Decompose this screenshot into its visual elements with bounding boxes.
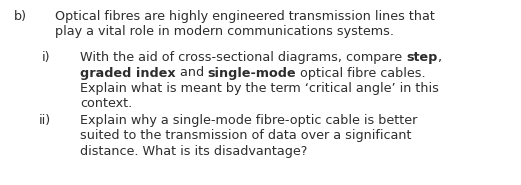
Text: context.: context. — [80, 97, 132, 110]
Text: ii): ii) — [39, 114, 51, 127]
Text: graded index: graded index — [80, 66, 176, 80]
Text: i): i) — [42, 51, 51, 64]
Text: Optical fibres are highly engineered transmission lines that: Optical fibres are highly engineered tra… — [55, 10, 435, 23]
Text: distance. What is its disadvantage?: distance. What is its disadvantage? — [80, 145, 307, 158]
Text: ,: , — [438, 51, 442, 64]
Text: single-mode: single-mode — [208, 66, 296, 80]
Text: play a vital role in modern communications systems.: play a vital role in modern communicatio… — [55, 26, 394, 38]
Text: optical fibre cables.: optical fibre cables. — [296, 66, 426, 80]
Text: and: and — [176, 66, 208, 80]
Text: Explain why a single-mode fibre-optic cable is better: Explain why a single-mode fibre-optic ca… — [80, 114, 417, 127]
Text: b): b) — [14, 10, 27, 23]
Text: Explain what is meant by the term ‘critical angle’ in this: Explain what is meant by the term ‘criti… — [80, 82, 439, 95]
Text: With the aid of cross-sectional diagrams, compare: With the aid of cross-sectional diagrams… — [80, 51, 406, 64]
Text: step: step — [406, 51, 438, 64]
Text: suited to the transmission of data over a significant: suited to the transmission of data over … — [80, 130, 412, 142]
